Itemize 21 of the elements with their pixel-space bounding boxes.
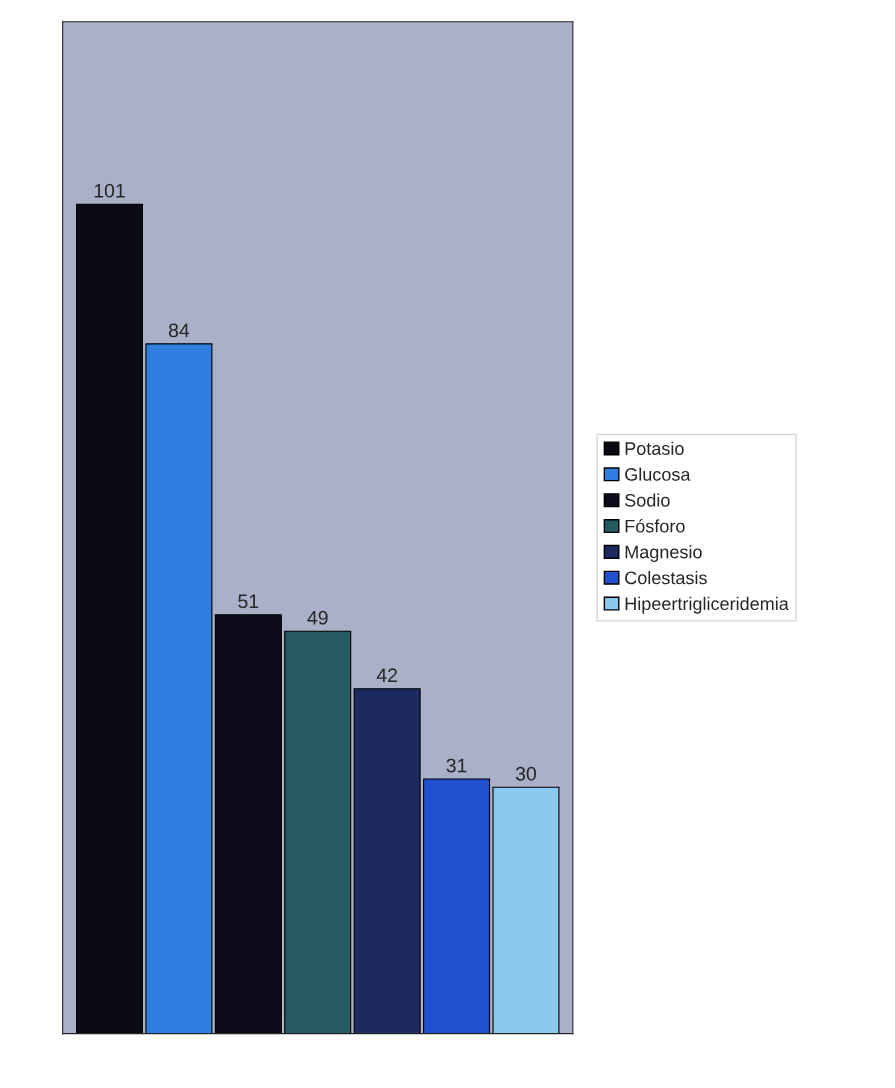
legend-label: Magnesio — [625, 545, 702, 562]
legend-label: Sodio — [625, 493, 670, 507]
bar — [214, 614, 282, 1034]
legend-label: Hipeertrigliceridemia — [625, 596, 789, 614]
bar — [353, 688, 421, 1034]
bar — [423, 778, 491, 1034]
legend-label: Glucosa — [625, 467, 691, 481]
data-label: 42 — [376, 668, 397, 682]
bar — [75, 203, 144, 1034]
legend-label: Potasio — [625, 441, 684, 455]
legend-label: Colestasis — [625, 570, 707, 585]
data-label: 30 — [515, 766, 536, 781]
bar — [145, 343, 213, 1034]
data-label: 84 — [168, 323, 190, 338]
data-label: 101 — [94, 183, 125, 198]
bar — [492, 786, 560, 1034]
legend-label: Fósforo — [625, 519, 685, 533]
data-label: 49 — [307, 610, 328, 625]
data-label: 51 — [238, 594, 259, 609]
bar — [284, 630, 352, 1034]
data-label: 31 — [446, 758, 467, 773]
